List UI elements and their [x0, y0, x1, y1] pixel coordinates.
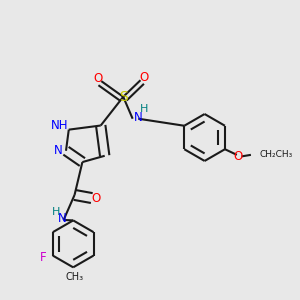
- Text: N: N: [134, 111, 142, 124]
- Text: O: O: [93, 71, 102, 85]
- Text: O: O: [92, 192, 101, 205]
- Text: NH: NH: [51, 119, 68, 132]
- Text: H: H: [52, 207, 60, 217]
- Text: N: N: [58, 212, 66, 225]
- Text: H: H: [140, 104, 148, 114]
- Text: F: F: [40, 251, 47, 264]
- Text: N: N: [54, 144, 62, 157]
- Text: S: S: [119, 90, 128, 104]
- Text: O: O: [140, 70, 149, 84]
- Text: O: O: [234, 150, 243, 163]
- Text: CH₂CH₃: CH₂CH₃: [260, 150, 293, 159]
- Text: CH₃: CH₃: [66, 272, 84, 282]
